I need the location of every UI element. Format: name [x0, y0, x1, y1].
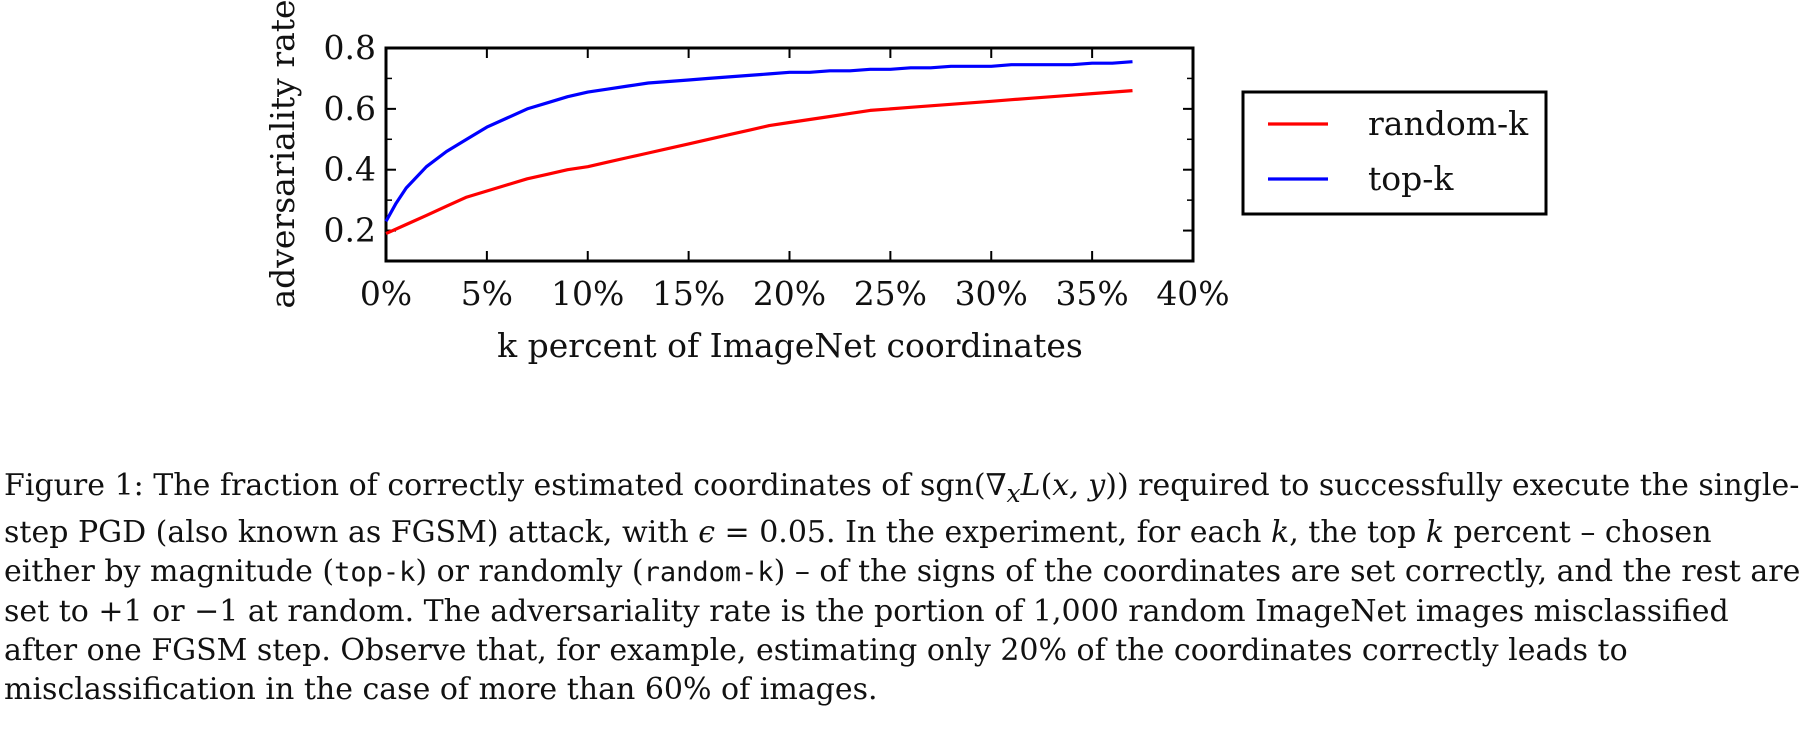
y-tick-label: 0.2	[324, 211, 376, 250]
series-line-random-k	[385, 89, 1133, 236]
caption-math-L: L	[1020, 468, 1041, 503]
caption-text-7: ) – of the signs of the coordinates are …	[4, 554, 1801, 707]
caption-sub-x: x	[1006, 479, 1021, 508]
caption-text-2: )) required to successfully execute the …	[4, 468, 1800, 550]
series-lines	[384, 60, 1133, 236]
x-axis-label: k percent of ImageNet coordinates	[497, 326, 1083, 365]
x-tick-label: 35%	[1055, 274, 1128, 313]
legend-items: random-k top-k	[1268, 104, 1529, 198]
plot-frame	[384, 46, 1195, 263]
figure-caption: Figure 1: The fraction of correctly esti…	[4, 466, 1809, 709]
y-tick-label: 0.6	[324, 89, 376, 128]
caption-math-k2: k	[1425, 515, 1445, 550]
y-tick-label: 0.4	[324, 150, 376, 189]
caption-text-3: = 0.05. In the experiment, for each	[715, 515, 1272, 550]
legend: random-k top-k	[1241, 90, 1548, 216]
legend-label-top-k: top-k	[1368, 159, 1454, 198]
caption-text-1: Figure 1: The fraction of correctly esti…	[4, 468, 1007, 503]
caption-code-topk: top-k	[334, 557, 416, 588]
x-tick-label: 20%	[753, 274, 826, 313]
caption-math-k1: k	[1271, 515, 1290, 550]
x-tick-label: 30%	[955, 274, 1028, 313]
x-tick-label: 40%	[1156, 274, 1229, 313]
y-axis-ticks: 0.2 0.4 0.6 0.8	[324, 28, 1193, 262]
line-chart: 0.2 0.4 0.6 0.8 0% 5% 10% 15% 20% 25% 30% 35% 40% a…	[263, 0, 1548, 365]
x-tick-label: 10%	[551, 274, 624, 313]
x-tick-label: 25%	[854, 274, 927, 313]
legend-label-random-k: random-k	[1368, 104, 1529, 143]
caption-code-randomk: random-k	[643, 557, 774, 588]
caption-text-6: ) or randomly (	[415, 554, 644, 589]
x-tick-label: 15%	[652, 274, 725, 313]
caption-text-5: percent – chosen either by magnitude (	[4, 515, 1712, 589]
y-axis-label: adversariality rate	[263, 0, 302, 309]
caption-math-epsilon: ϵ	[698, 515, 716, 550]
caption-math-xy: x, y	[1052, 468, 1106, 503]
legend-box	[1241, 90, 1548, 216]
y-tick-label: 0.8	[324, 28, 376, 67]
x-axis-ticks: 0% 5% 10% 15% 20% 25% 30% 35% 40%	[360, 48, 1230, 313]
x-tick-label: 0%	[360, 274, 412, 313]
series-line-top-k	[384, 60, 1133, 223]
x-tick-label: 5%	[461, 274, 513, 313]
caption-text-4: , the top	[1289, 515, 1426, 550]
caption-paren: (	[1040, 468, 1053, 503]
